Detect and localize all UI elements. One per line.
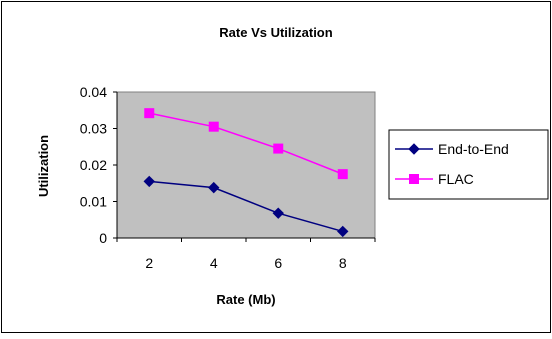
data-point [337,225,349,238]
legend-marker [408,143,420,155]
data-point [208,181,220,194]
y-tick-label: 0.01 [80,194,107,210]
y-tick-label: 0 [99,230,107,246]
x-tick-label: 4 [210,255,218,271]
x-tick-label: 2 [145,255,153,271]
legend: End-to-End FLAC [395,141,509,187]
legend-item: FLAC [395,171,474,187]
axes: 0 0.01 0.02 0.03 0.04 2 4 6 8 [80,84,376,271]
legend-box [388,129,549,200]
series-2 [144,108,348,180]
y-axis-title: Utilization [36,135,51,197]
y-tick-label: 0.03 [80,121,107,137]
x-tick-label: 6 [274,255,282,271]
series-layer [143,108,349,238]
series-1 [143,175,349,238]
series-line [149,180,343,233]
data-point [337,169,348,180]
data-point [144,108,155,119]
x-tick-label: 8 [339,255,347,271]
y-tick-label: 0.02 [80,157,107,173]
data-point [272,207,284,219]
legend-label: End-to-End [438,141,509,157]
legend-marker [409,174,419,184]
chart-title: Rate Vs Utilization [219,25,332,40]
plot-area [116,91,376,239]
x-axis-title: Rate (Mb) [216,292,275,307]
data-point [273,143,284,154]
data-point [208,121,219,132]
legend-label: FLAC [438,171,474,187]
legend-item: End-to-End [395,141,509,157]
series-line [149,112,344,175]
y-tick-label: 0.04 [80,84,107,100]
data-point [143,175,155,188]
